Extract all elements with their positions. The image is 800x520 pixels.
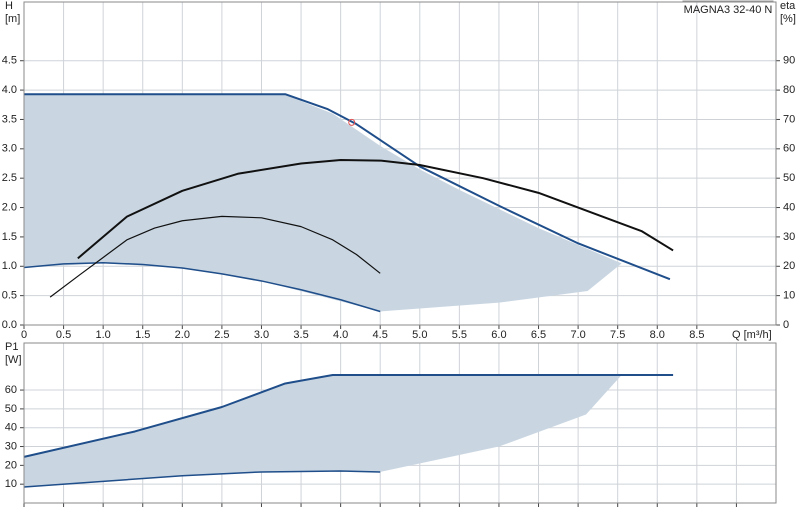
y-tick-label: 3.0 (2, 143, 17, 155)
pump-label: MAGNA3 32-40 N (684, 4, 773, 16)
y2-tick-label: 20 (783, 260, 795, 272)
x-tick-label: 7.0 (570, 329, 585, 341)
curve (24, 93, 671, 281)
x-tick-label: 2.0 (175, 329, 190, 341)
y2-tick-label: 0 (783, 319, 789, 331)
x-tick-label: 1.5 (135, 329, 150, 341)
y-tick-label: 40 (5, 422, 17, 434)
x-tick-label: 0 (21, 329, 27, 341)
curve (77, 158, 674, 260)
y2-tick-label: 10 (783, 290, 795, 302)
y-tick-label: 3.5 (2, 113, 17, 125)
y2-tick-label: 90 (783, 55, 795, 67)
y-tick-label: 0.0 (2, 319, 17, 331)
curve (23, 261, 381, 313)
x-tick-label: 4.5 (373, 329, 388, 341)
y-tick-label: 1.5 (2, 231, 17, 243)
plot-frame (23, 342, 777, 504)
x-tick-label: 8.0 (650, 329, 665, 341)
y2-tick-label: 60 (783, 143, 795, 155)
y2-tick-label: 80 (783, 84, 795, 96)
y-axis-label: P1 (5, 341, 18, 353)
y-tick-label: 4.0 (2, 84, 17, 96)
y2-axis-label: [%] (780, 13, 796, 25)
x-tick-label: 4.0 (333, 329, 348, 341)
x-tick-label: 1.0 (96, 329, 111, 341)
y2-axis-label: eta (780, 0, 796, 12)
x-tick-label: 8.5 (689, 329, 704, 341)
x-tick-label: 5.5 (452, 329, 467, 341)
x-tick-label: 2.5 (214, 329, 229, 341)
y-tick-label: 50 (5, 403, 17, 415)
x-tick-label: 6.5 (531, 329, 546, 341)
y2-tick-label: 40 (783, 201, 795, 213)
operating-area (24, 94, 622, 312)
x-tick-label: 0.5 (56, 329, 71, 341)
y-tick-label: 2.5 (2, 172, 17, 184)
y-tick-label: 1.0 (2, 260, 17, 272)
y-tick-label: 60 (5, 384, 17, 396)
y-tick-label: 10 (5, 478, 17, 490)
x-tick-label: 7.5 (610, 329, 625, 341)
x-tick-label: 6.0 (491, 329, 506, 341)
x-tick-label: 5.0 (412, 329, 427, 341)
duty-point (348, 118, 356, 126)
x-tick-label: 3.5 (293, 329, 308, 341)
y2-tick-label: 30 (783, 231, 795, 243)
y-axis-label: [m] (5, 13, 20, 25)
y-tick-label: 30 (5, 440, 17, 452)
plot-frame (23, 1, 777, 326)
y-tick-label: 20 (5, 459, 17, 471)
y-tick-label: 0.5 (2, 290, 17, 302)
y2-tick-label: 70 (783, 113, 795, 125)
x-tick-label: 3.0 (254, 329, 269, 341)
curve (23, 470, 381, 488)
y-axis-label: [W] (5, 354, 22, 366)
curve (49, 215, 381, 298)
y-tick-label: 2.0 (2, 201, 17, 213)
curve (23, 374, 674, 458)
y-tick-label: 4.5 (2, 55, 17, 67)
y-axis-label: H (5, 0, 13, 12)
x-axis-label: Q [m³/h] (732, 329, 772, 341)
y2-tick-label: 50 (783, 172, 795, 184)
operating-area (24, 375, 622, 487)
